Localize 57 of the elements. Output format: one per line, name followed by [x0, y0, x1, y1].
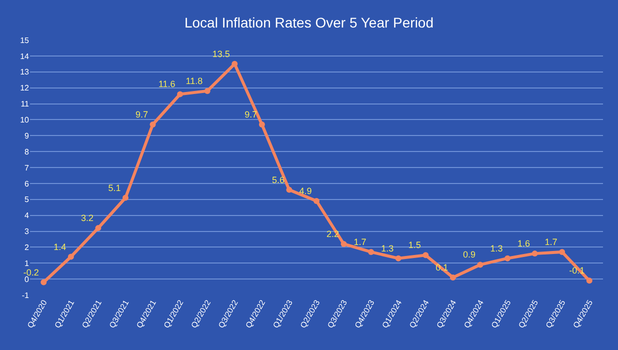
chart-title: Local Inflation Rates Over 5 Year Period — [184, 14, 434, 30]
point — [340, 241, 347, 247]
y-tick-label: 4 — [24, 211, 30, 220]
data-label: 4.9 — [299, 186, 312, 196]
data-label: 1.7 — [544, 236, 558, 247]
data-label: 9.7 — [244, 109, 258, 120]
y-tick-label: 1 — [24, 258, 30, 268]
data-label: -0.2 — [23, 267, 39, 278]
y-tick-label: 3 — [24, 227, 30, 236]
point — [286, 186, 292, 193]
y-tick-label: 9 — [24, 131, 30, 140]
data-label: 1.3 — [490, 243, 503, 254]
data-label: 1.7 — [354, 236, 366, 247]
point — [232, 60, 238, 67]
point — [177, 91, 184, 98]
point — [395, 255, 402, 262]
point — [68, 254, 74, 260]
y-tick-label: 14 — [20, 52, 30, 61]
data-label: 1.6 — [518, 238, 530, 249]
data-label: 9.7 — [136, 109, 148, 120]
data-label: 11.6 — [158, 79, 176, 90]
y-tick-label: 6 — [24, 179, 30, 188]
y-tick-label: 8 — [24, 147, 30, 156]
y-tick-label: 12 — [20, 84, 30, 93]
point — [40, 279, 47, 286]
point — [559, 248, 566, 255]
point — [258, 121, 265, 128]
y-tick-label: 7 — [24, 163, 30, 172]
data-label: 0.9 — [462, 250, 476, 260]
data-label: 1.5 — [408, 240, 421, 250]
point — [150, 121, 156, 128]
y-tick-label: 13 — [20, 68, 30, 77]
point — [504, 255, 510, 262]
point — [95, 225, 102, 232]
point — [586, 278, 592, 284]
data-label: 11.8 — [186, 76, 203, 86]
point — [204, 88, 210, 94]
point — [477, 262, 484, 268]
point — [532, 250, 538, 257]
y-tick-label: 10 — [20, 115, 30, 124]
y-tick-label: -1 — [22, 290, 30, 300]
point — [122, 194, 128, 201]
data-label: 5.1 — [108, 182, 121, 193]
y-tick-label: 11 — [20, 100, 30, 109]
point — [314, 198, 320, 204]
point — [450, 274, 456, 280]
point — [368, 248, 374, 255]
data-label: 13.5 — [212, 48, 230, 59]
y-tick-label: 2 — [24, 242, 30, 252]
y-tick-label: 5 — [24, 195, 30, 204]
y-tick-label: 15 — [20, 36, 30, 45]
point — [422, 252, 429, 258]
data-label: 1.4 — [54, 242, 66, 252]
data-label: 1.3 — [381, 243, 394, 254]
data-label: 5.6 — [272, 174, 284, 185]
data-label: 3.2 — [80, 213, 94, 224]
y-tick-label: 0 — [24, 274, 30, 284]
